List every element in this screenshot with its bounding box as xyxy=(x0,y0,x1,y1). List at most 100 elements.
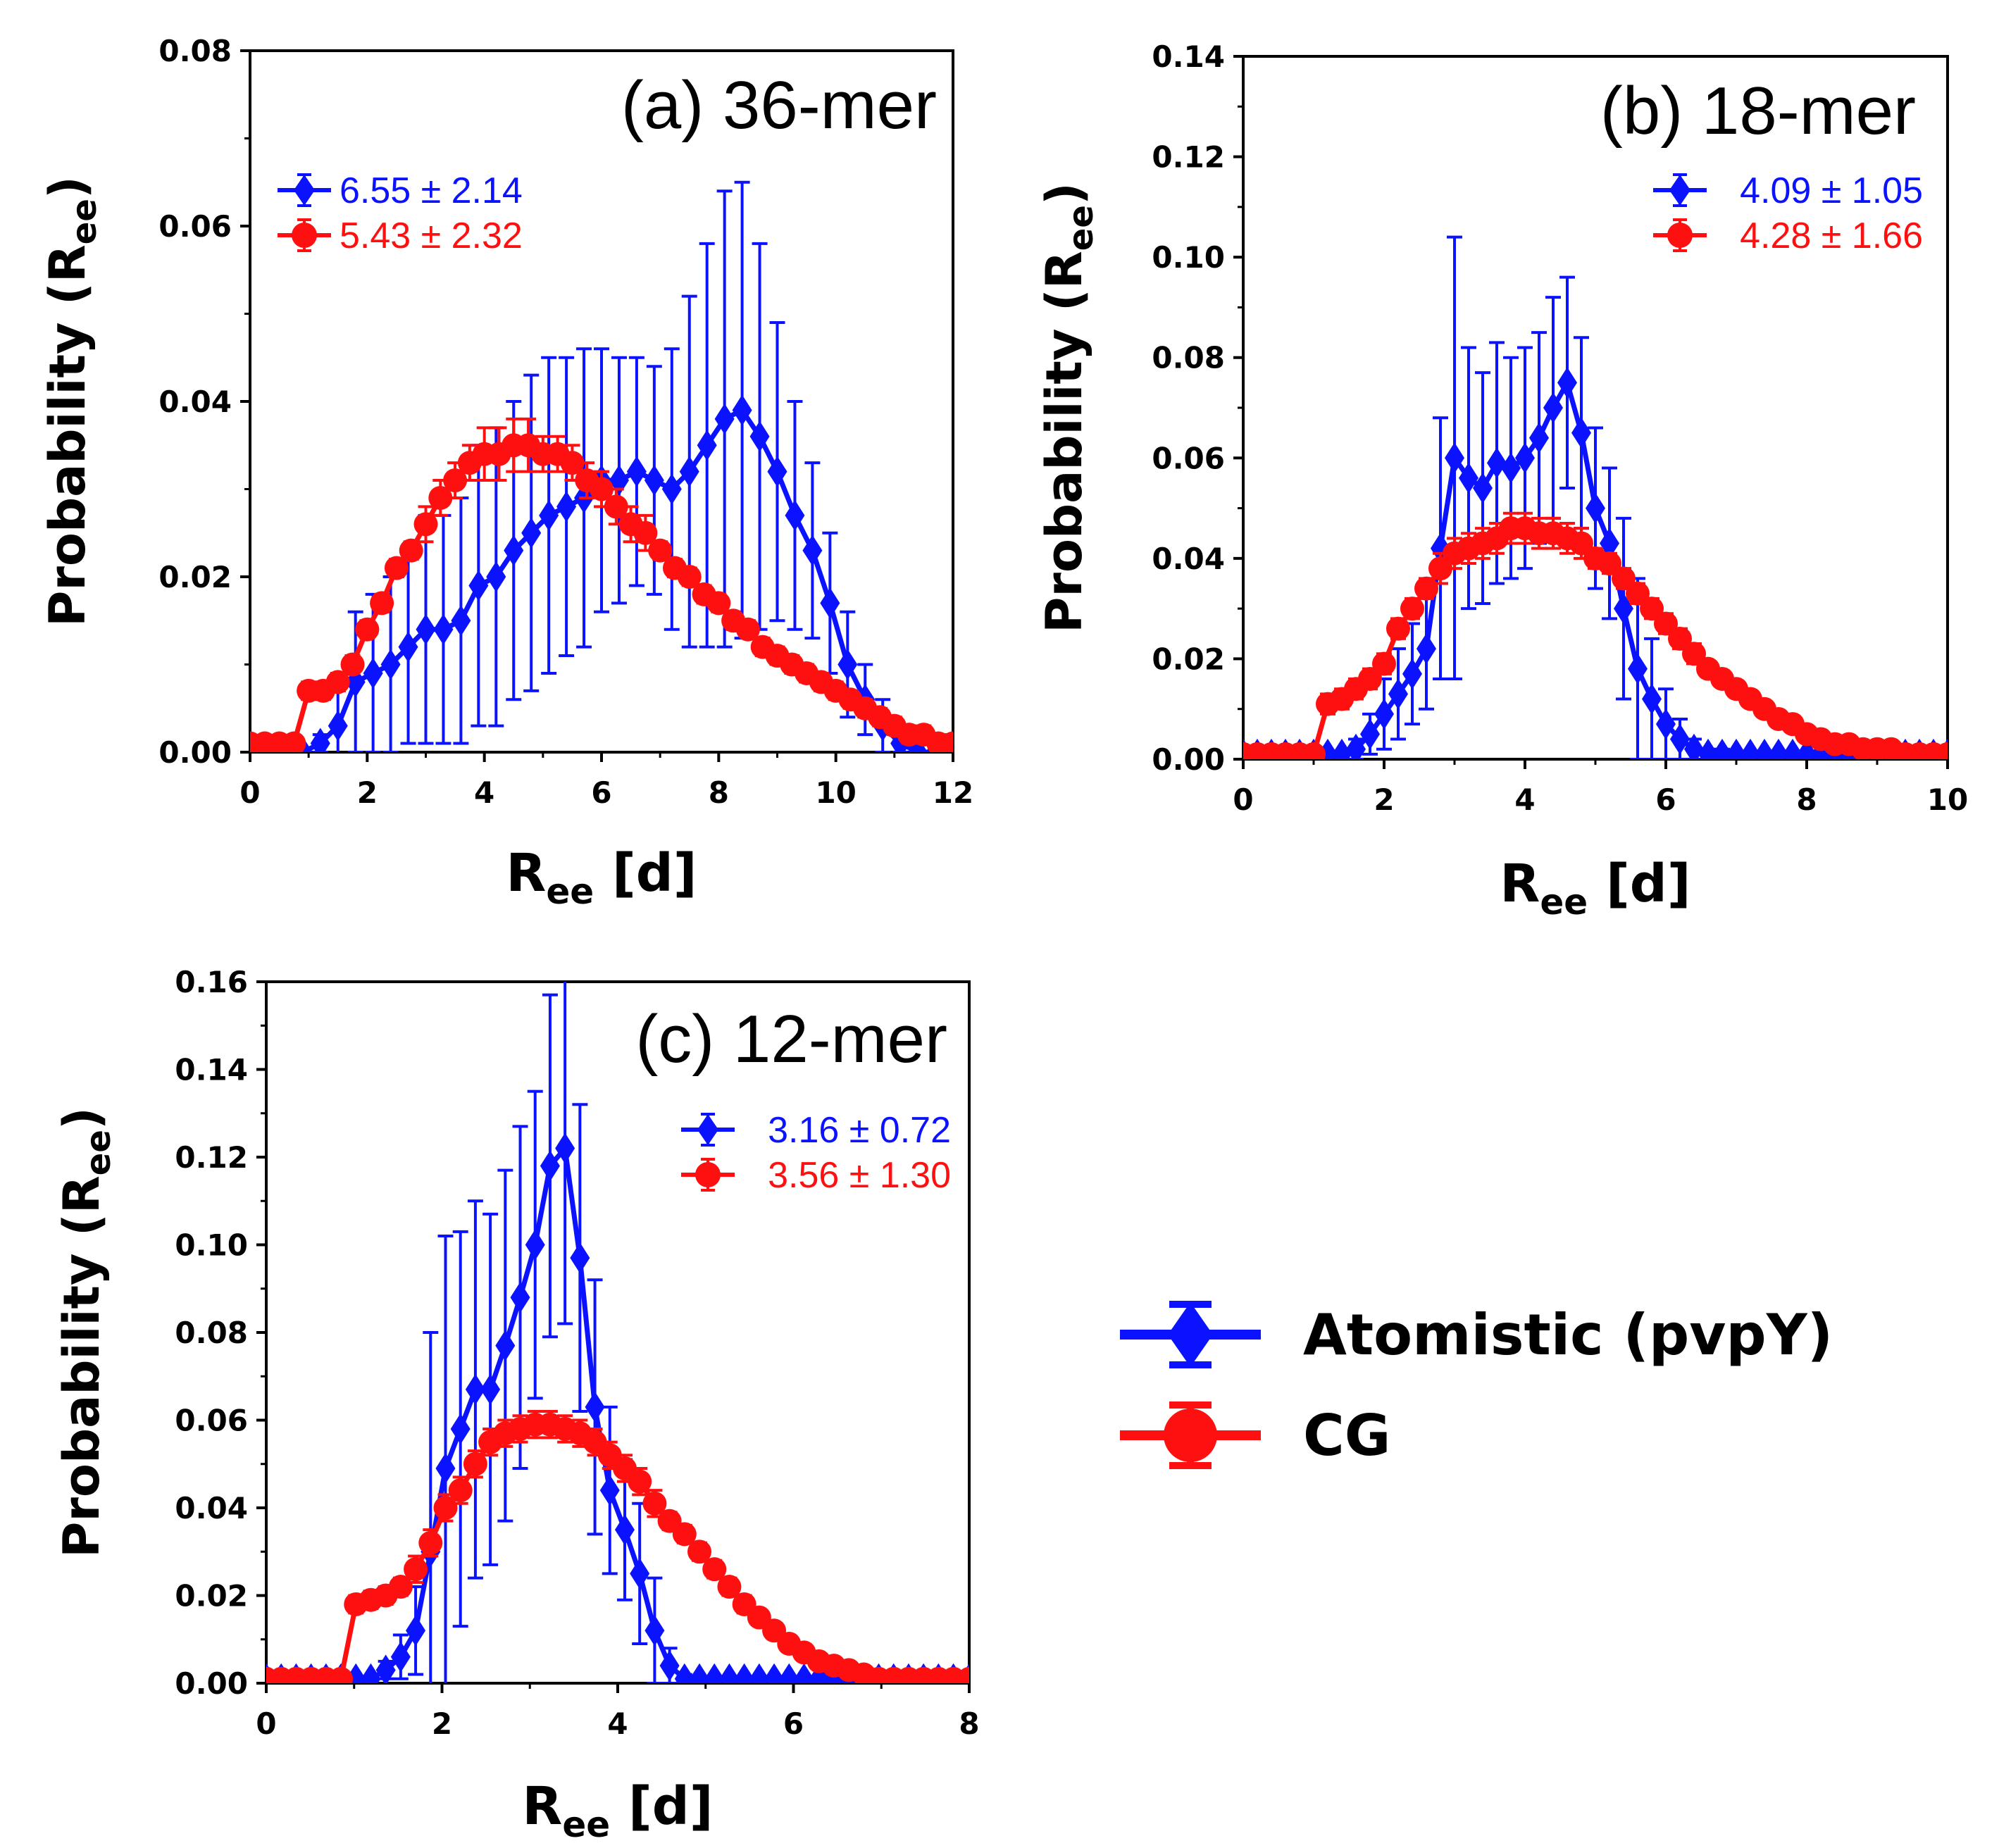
data-point-circle xyxy=(443,468,468,493)
data-point-circle xyxy=(1682,642,1706,666)
data-point-diamond xyxy=(361,1663,381,1683)
data-point-diamond xyxy=(1656,708,1676,740)
panel-c: 0 2 4 6 8 0.00 0.02 0.04 0.06 0.08 0.10 0.12 0.14 0.1… xyxy=(53,965,980,1845)
data-point-diamond xyxy=(570,1242,590,1274)
data-point-diamond xyxy=(659,1650,680,1682)
y-tick-label: 0.12 xyxy=(175,1140,248,1175)
data-point-diamond xyxy=(1360,718,1380,750)
data-point-circle xyxy=(590,477,614,501)
y-tick-label: 0.10 xyxy=(175,1228,248,1263)
x-tick-label: 4 xyxy=(474,775,494,810)
data-point-diamond xyxy=(310,728,330,752)
data-point-diamond xyxy=(525,1229,545,1261)
panel-a: 0 2 4 6 8 10 12 0.00 0.02 0.04 0.06 0.08 Ree [d] Prob… xyxy=(39,34,973,912)
data-point-diamond xyxy=(1543,392,1563,423)
data-point-circle xyxy=(1936,742,1948,759)
inset-legend-cg: 5.43 ± 2.32 xyxy=(278,216,523,256)
x-axis-label: Ree [d] xyxy=(506,843,697,912)
data-point-diamond xyxy=(1684,733,1704,759)
data-point-diamond xyxy=(406,1615,426,1647)
data-point-diamond xyxy=(661,473,682,505)
x-tick-label: 6 xyxy=(783,1706,804,1741)
inset-stat-label: 4.28 ± 1.66 xyxy=(1740,216,1923,256)
x-tick-label: 8 xyxy=(959,1706,979,1741)
y-tick-label: 0.08 xyxy=(1152,341,1225,375)
x-tick-label: 0 xyxy=(1233,782,1253,817)
data-point-diamond xyxy=(495,1330,516,1361)
data-point-diamond xyxy=(779,1663,799,1683)
data-point-circle xyxy=(1358,666,1382,691)
legend-entry-cg: CG xyxy=(1120,1401,1390,1469)
data-point-diamond xyxy=(809,1663,829,1683)
data-point-circle xyxy=(1372,651,1396,676)
data-point-circle xyxy=(355,617,380,642)
y-axis-label: Probability (Ree) xyxy=(39,176,104,627)
data-point-diamond xyxy=(363,657,383,689)
inset-stat-label: 3.16 ± 0.72 xyxy=(768,1110,951,1151)
inset-diamond-icon xyxy=(294,175,315,206)
x-axis-label: Ree [d] xyxy=(522,1776,713,1845)
inset-stat-label: 4.09 ± 1.05 xyxy=(1740,170,1923,211)
data-point-diamond xyxy=(679,456,699,487)
data-point-circle xyxy=(604,494,628,519)
panel-b: 0 2 4 6 8 10 0.00 0.02 0.04 0.06 0.08 0.10 0.12 0.14 R… xyxy=(1035,39,1968,923)
data-point-diamond xyxy=(732,394,752,426)
data-point-circle xyxy=(325,670,350,694)
data-point-diamond xyxy=(764,1663,785,1683)
data-point-circle xyxy=(687,1540,712,1564)
data-point-diamond xyxy=(1628,653,1648,685)
data-point-diamond xyxy=(486,561,506,592)
data-point-circle xyxy=(388,1575,413,1599)
panel-title: (a) 36-mer xyxy=(621,68,937,143)
data-point-circle xyxy=(418,1530,443,1555)
y-tick-label: 0.04 xyxy=(1152,542,1225,576)
data-point-diamond xyxy=(697,430,717,461)
data-point-diamond xyxy=(450,1413,471,1444)
data-point-diamond xyxy=(1642,683,1662,715)
legend-cg-label: CG xyxy=(1303,1403,1390,1468)
data-point-circle xyxy=(717,1575,742,1599)
data-point-diamond xyxy=(375,1654,396,1683)
data-point-diamond xyxy=(714,403,735,435)
y-tick-label: 0.06 xyxy=(175,1404,248,1438)
y-tick-label: 0.08 xyxy=(158,34,232,68)
data-point-circle xyxy=(329,1666,354,1683)
y-tick-label: 0.12 xyxy=(1152,140,1225,175)
data-point-diamond xyxy=(719,1663,740,1683)
data-point-diamond xyxy=(1388,678,1408,710)
x-tick-label: 6 xyxy=(591,775,611,810)
y-tick-label: 0.00 xyxy=(158,735,232,770)
data-area xyxy=(1243,235,1948,759)
data-point-diamond xyxy=(451,605,471,637)
x-axis-label: Ree [d] xyxy=(1500,854,1690,923)
inset-legend-atomistic: 3.16 ± 0.72 xyxy=(681,1110,951,1151)
y-tick-label: 0.14 xyxy=(175,1053,248,1087)
x-tick-label: 8 xyxy=(709,775,729,810)
data-point-circle xyxy=(702,1557,727,1582)
inset-legend-cg: 3.56 ± 1.30 xyxy=(681,1155,951,1196)
data-point-diamond xyxy=(1571,417,1591,449)
data-point-diamond xyxy=(1416,633,1436,665)
data-point-circle xyxy=(340,652,365,677)
data-point-circle xyxy=(648,538,673,563)
y-tick-label: 0.00 xyxy=(1152,742,1225,777)
series-cg xyxy=(266,1410,969,1683)
x-tick-label: 6 xyxy=(1655,782,1676,817)
data-point-diamond xyxy=(749,420,770,452)
data-point-diamond xyxy=(704,1663,725,1683)
data-point-circle xyxy=(428,485,453,510)
data-point-circle xyxy=(404,1557,428,1582)
data-point-diamond xyxy=(1402,658,1422,689)
inset-legend-atomistic: 4.09 ± 1.05 xyxy=(1653,170,1923,211)
inset-diamond-icon xyxy=(1669,175,1690,206)
data-point-diamond xyxy=(328,710,348,742)
data-point-circle xyxy=(1302,742,1326,759)
data-point-diamond xyxy=(794,1663,814,1683)
data-point-diamond xyxy=(556,491,577,523)
data-point-diamond xyxy=(674,1663,695,1683)
data-point-diamond xyxy=(599,1475,620,1506)
x-tick-label: 2 xyxy=(1374,782,1394,817)
y-tick-label: 0.06 xyxy=(158,209,232,244)
x-tick-label: 8 xyxy=(1796,782,1817,817)
data-point-circle xyxy=(957,1666,969,1683)
